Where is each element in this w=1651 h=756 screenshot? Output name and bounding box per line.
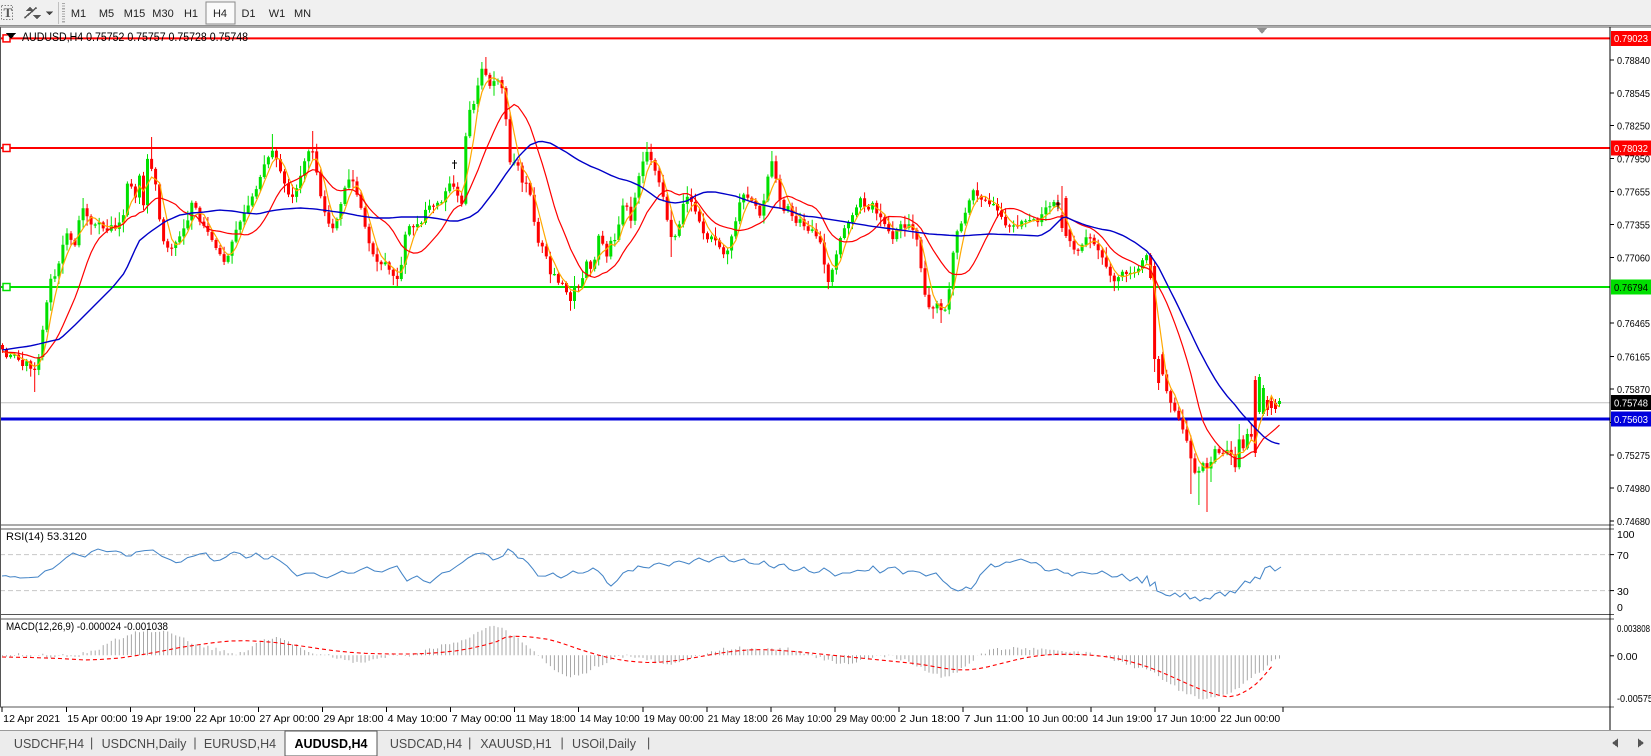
svg-text:0.78545: 0.78545 (1617, 88, 1650, 100)
svg-text:0.78032: 0.78032 (1614, 143, 1648, 155)
svg-text:29 May 00:00: 29 May 00:00 (836, 713, 896, 725)
svg-text:0: 0 (1617, 602, 1623, 614)
svg-text:USDCHF,H4: USDCHF,H4 (14, 737, 84, 751)
svg-text:0.75870: 0.75870 (1617, 384, 1650, 396)
svg-text:-0.00575: -0.00575 (1617, 693, 1651, 705)
svg-text:AUDUSD,H4: AUDUSD,H4 (295, 737, 368, 751)
svg-text:0.75603: 0.75603 (1614, 414, 1648, 426)
svg-text:|: | (468, 736, 471, 750)
svg-text:0.76794: 0.76794 (1614, 282, 1648, 294)
svg-text:M30: M30 (152, 8, 173, 20)
svg-text:19 Apr 19:00: 19 Apr 19:00 (131, 713, 191, 725)
svg-text:0.003808: 0.003808 (1617, 623, 1650, 635)
svg-text:22 Jun 00:00: 22 Jun 00:00 (1220, 713, 1280, 725)
svg-text:MN: MN (294, 8, 311, 20)
svg-text:|: | (193, 736, 196, 750)
svg-text:USDCNH,Daily: USDCNH,Daily (102, 737, 187, 751)
svg-text:|: | (560, 736, 563, 750)
svg-text:MACD(12,26,9) -0.000024 -0.001: MACD(12,26,9) -0.000024 -0.001038 (6, 621, 168, 633)
svg-text:15 Apr 00:00: 15 Apr 00:00 (67, 713, 127, 725)
svg-text:H1: H1 (184, 8, 198, 20)
svg-text:0.74680: 0.74680 (1617, 516, 1650, 528)
svg-text:2 Jun 18:00: 2 Jun 18:00 (900, 713, 960, 725)
svg-text:11 May 18:00: 11 May 18:00 (516, 713, 576, 725)
svg-text:M5: M5 (99, 8, 114, 20)
svg-text:100: 100 (1617, 529, 1635, 541)
svg-text:EURUSD,H4: EURUSD,H4 (204, 737, 276, 751)
svg-text:0.77060: 0.77060 (1617, 252, 1650, 264)
svg-text:10 Jun 00:00: 10 Jun 00:00 (1028, 713, 1088, 725)
svg-text:4 May 10:00: 4 May 10:00 (388, 713, 448, 725)
svg-text:W1: W1 (269, 8, 286, 20)
svg-text:17 Jun 10:00: 17 Jun 10:00 (1156, 713, 1216, 725)
svg-text:RSI(14) 53.3120: RSI(14) 53.3120 (6, 531, 87, 543)
svg-text:H4: H4 (213, 8, 227, 20)
svg-text:7 Jun 11:00: 7 Jun 11:00 (964, 713, 1024, 725)
svg-text:70: 70 (1617, 550, 1629, 562)
svg-text:0.75275: 0.75275 (1617, 450, 1650, 462)
svg-text:0.78840: 0.78840 (1617, 55, 1650, 67)
svg-text:27 Apr 00:00: 27 Apr 00:00 (259, 713, 319, 725)
svg-text:XAUUSD,H1: XAUUSD,H1 (480, 737, 552, 751)
svg-text:12 Apr 2021: 12 Apr 2021 (3, 713, 60, 725)
svg-text:USOil,Daily: USOil,Daily (572, 737, 637, 751)
svg-text:0.77950: 0.77950 (1617, 154, 1650, 166)
svg-text:0.00: 0.00 (1617, 651, 1638, 663)
svg-text:M15: M15 (124, 8, 145, 20)
svg-text:T: T (4, 5, 13, 20)
svg-text:7 May 00:00: 7 May 00:00 (452, 713, 512, 725)
svg-text:0.76165: 0.76165 (1617, 352, 1650, 364)
svg-text:14 Jun 19:00: 14 Jun 19:00 (1092, 713, 1152, 725)
svg-text:0.77655: 0.77655 (1617, 186, 1650, 198)
svg-text:22 Apr 10:00: 22 Apr 10:00 (195, 713, 255, 725)
svg-text:0.76465: 0.76465 (1617, 318, 1650, 330)
svg-text:AUDUSD,H4 0.75752 0.75757 0.7: AUDUSD,H4 0.75752 0.75757 0.75728 0.7574… (22, 32, 248, 44)
svg-text:14 May 10:00: 14 May 10:00 (580, 713, 640, 725)
svg-text:USDCAD,H4: USDCAD,H4 (390, 737, 462, 751)
svg-text:0.78250: 0.78250 (1617, 121, 1650, 133)
svg-text:26 May 10:00: 26 May 10:00 (772, 713, 832, 725)
svg-text:30: 30 (1617, 586, 1629, 598)
svg-text:|: | (90, 736, 93, 750)
svg-text:|: | (647, 736, 650, 750)
svg-text:29 Apr 18:00: 29 Apr 18:00 (324, 713, 384, 725)
svg-text:M1: M1 (71, 8, 86, 20)
svg-text:0.75748: 0.75748 (1614, 398, 1648, 410)
svg-text:0.79023: 0.79023 (1614, 33, 1648, 45)
svg-text:0.74980: 0.74980 (1617, 483, 1650, 495)
svg-text:D1: D1 (241, 8, 255, 20)
svg-text:0.77355: 0.77355 (1617, 220, 1650, 232)
svg-text:21 May 18:00: 21 May 18:00 (708, 713, 768, 725)
svg-text:19 May 00:00: 19 May 00:00 (644, 713, 704, 725)
